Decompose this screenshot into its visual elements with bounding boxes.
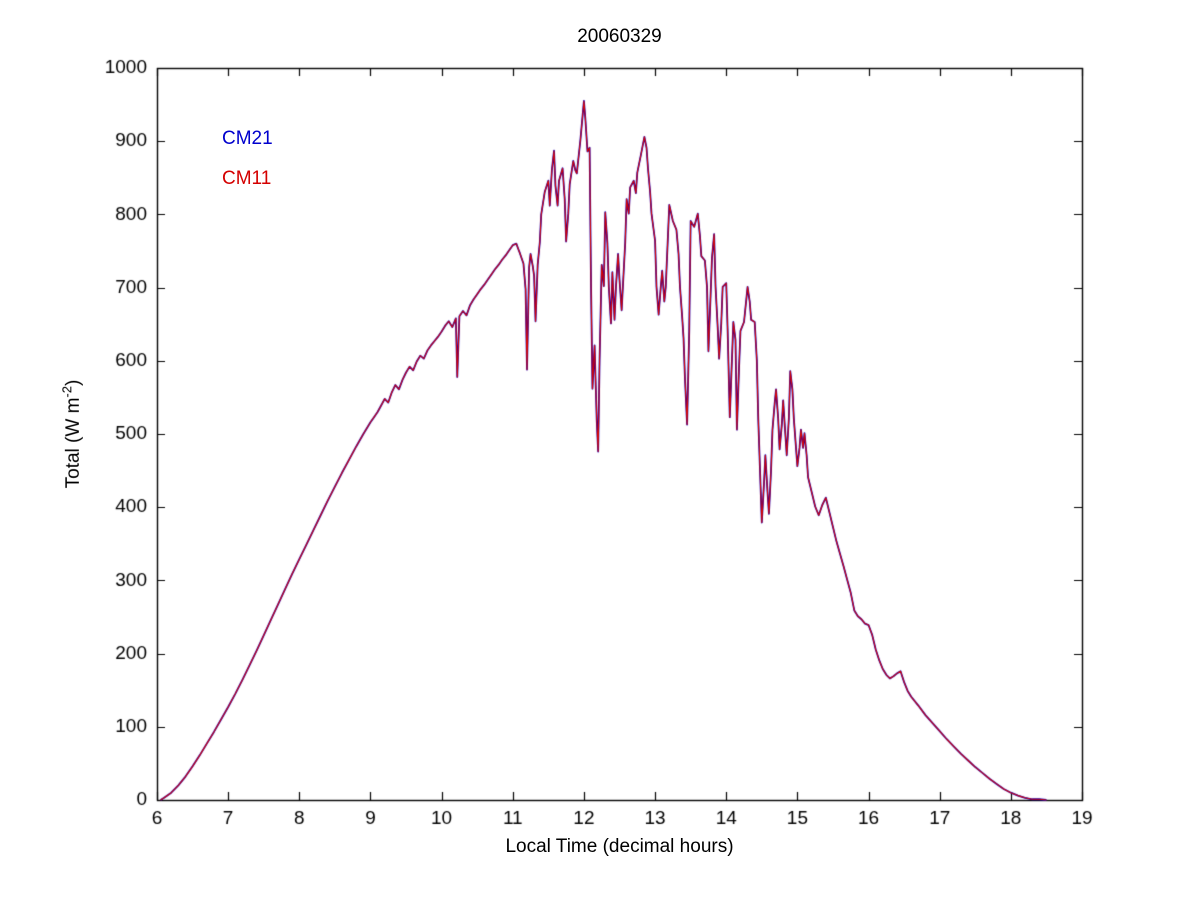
y-axis-label-close: ) bbox=[62, 379, 84, 386]
y-axis-label-superscript: -2 bbox=[59, 385, 75, 398]
x-axis-label: Local Time (decimal hours) bbox=[505, 836, 734, 857]
y-axis-label: Total (W m-2) bbox=[59, 380, 84, 489]
legend-entry-cm11: CM11 bbox=[222, 168, 272, 189]
y-axis-label-text: Total (W m bbox=[62, 397, 84, 489]
legend-entry-cm21: CM21 bbox=[222, 128, 273, 149]
chart-title: 20060329 bbox=[577, 26, 662, 47]
